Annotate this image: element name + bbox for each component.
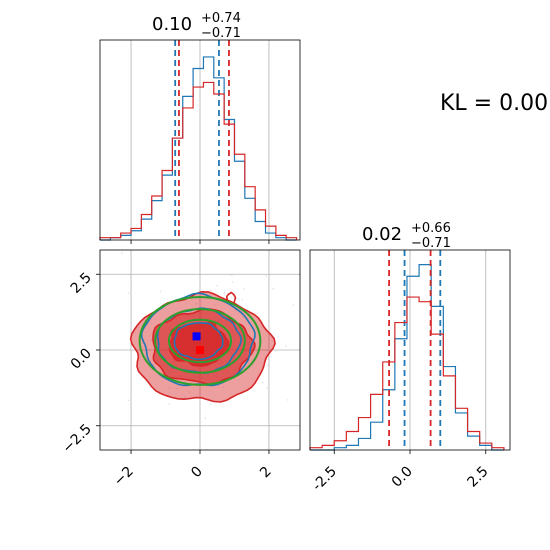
panel-top-left — [99, 39, 301, 244]
title-bottom-right-median: 0.02 — [362, 224, 402, 245]
title-bottom-right-minus: −0.71 — [411, 236, 451, 251]
sample-point — [168, 387, 171, 389]
title-top-left-median: 0.10 — [152, 14, 192, 35]
marker-2 — [196, 346, 204, 354]
sample-point — [223, 291, 226, 294]
sample-point — [188, 391, 191, 393]
x-tick-label: 0.0 — [389, 464, 416, 491]
sample-point — [176, 387, 178, 390]
sample-point — [223, 292, 226, 295]
y-tick-label: 2.5 — [68, 270, 95, 297]
panel-bottom-left: −2 0 2 −2.5 0.0 2.5 — [59, 249, 301, 490]
sample-point — [204, 417, 207, 419]
histogram-series-1 — [100, 56, 297, 241]
sample-point — [183, 396, 186, 398]
marker-1 — [192, 332, 201, 341]
green-ellipse-1 — [138, 295, 262, 386]
sample-point — [210, 289, 212, 292]
x-tick-label: -2.5 — [309, 464, 340, 495]
sample-point — [150, 339, 153, 342]
sample-point — [222, 386, 225, 388]
sample-point — [241, 298, 244, 301]
x-tick-label: 0 — [188, 464, 206, 482]
sample-point — [266, 387, 268, 389]
x-tick-label: 2.5 — [465, 464, 492, 491]
sample-point — [121, 252, 123, 254]
histogram-series-2 — [309, 296, 505, 450]
sample-point — [159, 290, 162, 293]
sample-point — [168, 403, 170, 405]
sample-point — [209, 403, 212, 406]
y-tick-label: 0.0 — [68, 346, 95, 373]
y-tick-label: −2.5 — [59, 421, 94, 456]
blue-contour-3 — [173, 322, 224, 361]
title-top-left-plus: +0.74 — [201, 11, 241, 26]
panel-bottom-right: -2.5 0.0 2.5 — [309, 249, 511, 495]
sample-point — [127, 399, 130, 402]
kl-label: KL = 0.00 — [440, 91, 548, 116]
title-top-left-minus: −0.71 — [201, 26, 241, 41]
sample-point — [195, 303, 197, 305]
x-tick-label: −2 — [111, 464, 137, 490]
sample-point — [285, 345, 287, 347]
sample-point — [230, 274, 233, 276]
x-tick-label: 2 — [257, 464, 275, 482]
sample-point — [262, 381, 264, 384]
sample-point — [243, 288, 245, 290]
sample-point — [216, 284, 219, 287]
sample-point — [292, 304, 295, 306]
sample-point — [231, 280, 234, 283]
histogram-series-1 — [310, 264, 504, 451]
green-ellipse-3 — [167, 318, 233, 364]
sample-point — [127, 292, 130, 294]
sample-point — [267, 364, 269, 367]
blue-contour-2 — [156, 307, 242, 374]
green-ellipse-2 — [154, 308, 246, 374]
sample-point — [272, 287, 274, 290]
sample-point — [265, 275, 268, 277]
sample-point — [213, 304, 216, 306]
histogram-series-2 — [99, 81, 298, 240]
title-bottom-right-plus: +0.66 — [411, 221, 451, 236]
sample-point — [287, 399, 289, 401]
